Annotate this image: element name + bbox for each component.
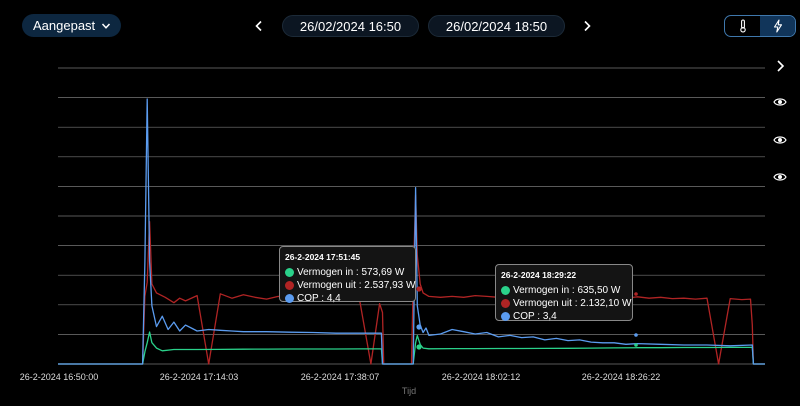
tooltip-title: 26-2-2024 18:29:22 (501, 270, 577, 280)
tooltip-row-text: Vermogen in : 573,69 W (297, 267, 405, 278)
toggle-cop-visibility[interactable] (771, 168, 789, 186)
power-in-dot (285, 268, 294, 277)
tooltip-row-text: COP : 3,4 (513, 311, 557, 322)
x-tick-label: 26-2-2024 18:02:12 (442, 372, 521, 382)
power-out-dot (501, 299, 510, 308)
hover-marker-cop (416, 324, 422, 330)
range-select-label: Aangepast (33, 18, 96, 33)
x-axis-ticks: 26-2-2024 16:50:00 26-2-2024 17:14:03 26-2… (20, 372, 661, 382)
chevron-left-icon (255, 20, 262, 32)
tooltip-row-power-out: Vermogen uit : 2.132,10 W (501, 297, 631, 310)
start-date-value: 26/02/2024 16:50 (299, 18, 402, 34)
tooltip-row-text: Vermogen uit : 2.537,93 W (297, 280, 416, 291)
previous-period-button[interactable] (249, 16, 269, 36)
x-tick-label: 26-2-2024 16:50:00 (20, 372, 99, 382)
mode-toggle (724, 15, 796, 37)
power-in-dot (501, 286, 510, 295)
x-tick-label: 26-2-2024 17:38:07 (301, 372, 380, 382)
cop-dot (501, 312, 510, 321)
chevron-right-icon (777, 60, 785, 72)
x-axis-label: Tijd (402, 386, 416, 396)
thermometer-icon (739, 19, 746, 33)
tooltip-row-text: COP : 4,4 (297, 293, 341, 304)
tooltip-2: 26-2-2024 18:29:22 Vermogen in : 635,50 … (495, 264, 633, 323)
eye-icon (773, 98, 787, 106)
tooltip-row-text: Vermogen uit : 2.132,10 W (513, 298, 632, 309)
hover-marker-power-in (416, 344, 422, 350)
chart-series (58, 98, 765, 365)
end-date-value: 26/02/2024 18:50 (445, 18, 548, 34)
hover-marker-power-out (416, 286, 422, 292)
toggle-power-in-visibility[interactable] (771, 93, 789, 111)
chevron-right-icon (584, 20, 591, 32)
x-tick-label: 26-2-2024 17:14:03 (160, 372, 239, 382)
chevron-down-icon (101, 22, 111, 29)
tooltip-row-power-out: Vermogen uit : 2.537,93 W (285, 279, 415, 292)
x-tick-label: 26-2-2024 18:26:22 (582, 372, 661, 382)
temperature-mode-button[interactable] (725, 16, 760, 36)
power-mode-button[interactable] (760, 16, 795, 36)
start-date-field[interactable]: 26/02/2024 16:50 (282, 15, 419, 37)
tooltip-1: 26-2-2024 17:51:45 Vermogen in : 573,69 … (279, 246, 416, 305)
toggle-power-out-visibility[interactable] (771, 131, 789, 149)
tooltip-title: 26-2-2024 17:51:45 (285, 252, 361, 262)
tooltip-row-text: Vermogen in : 635,50 W (513, 285, 621, 296)
hover-marker-power-out (634, 292, 638, 296)
eye-icon (773, 173, 787, 181)
series-line-cop (58, 98, 765, 365)
series-line-power-out (58, 194, 765, 365)
range-select[interactable]: Aangepast (22, 14, 121, 37)
tooltip-row-cop: COP : 4,4 (285, 292, 410, 305)
tooltip-row-cop: COP : 3,4 (501, 310, 627, 323)
chart-hover-markers (416, 286, 638, 350)
expand-panel-button[interactable] (771, 57, 789, 75)
next-period-button[interactable] (577, 16, 597, 36)
series-line-power-in (58, 331, 765, 365)
power-out-dot (285, 281, 294, 290)
end-date-field[interactable]: 26/02/2024 18:50 (428, 15, 565, 37)
tooltip-row-power-in: Vermogen in : 573,69 W (285, 266, 410, 279)
hover-marker-power-in (634, 343, 638, 347)
cop-dot (285, 294, 294, 303)
hover-marker-cop (634, 333, 638, 337)
lightning-icon (773, 19, 782, 33)
eye-icon (773, 136, 787, 144)
tooltip-row-power-in: Vermogen in : 635,50 W (501, 284, 627, 297)
